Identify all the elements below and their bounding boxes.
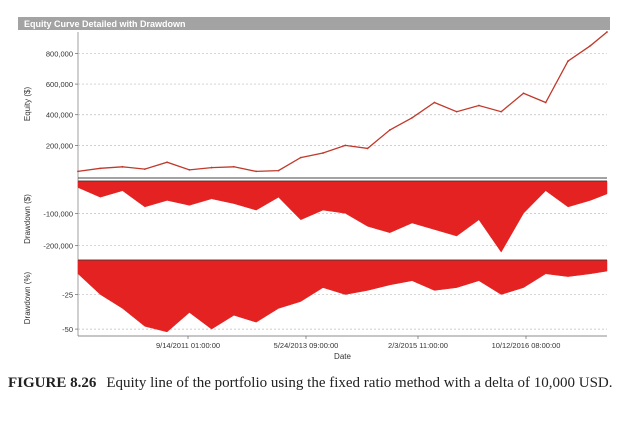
caption-text: Equity line of the portfolio using the f…	[106, 375, 613, 391]
y-tick-label: -100,000	[43, 209, 73, 218]
equity-point	[366, 147, 369, 150]
equity-point	[99, 167, 102, 170]
y-tick-label: 400,000	[46, 111, 73, 120]
equity-point	[344, 144, 347, 147]
figure-label: FIGURE 8.26	[8, 375, 97, 391]
chart-title-bar	[18, 17, 610, 30]
equity-point	[433, 101, 436, 104]
figure-caption: FIGURE 8.26 Equity line of the portfolio …	[8, 373, 618, 394]
equity-point	[589, 44, 592, 47]
equity-point	[388, 129, 391, 131]
x-tick-label: 5/24/2013 09:00:00	[274, 341, 339, 350]
x-axis-label: Date	[334, 352, 351, 361]
equity-point	[500, 110, 503, 113]
equity-point	[544, 101, 547, 104]
equity-point	[455, 110, 458, 113]
y-tick-label: 600,000	[46, 80, 73, 89]
equity-point	[77, 170, 79, 173]
equity-point	[606, 31, 608, 33]
x-tick-label: 10/12/2016 08:00:00	[492, 341, 561, 350]
drawdown-pct-area	[77, 259, 608, 333]
equity-point	[522, 92, 525, 95]
equity-point	[233, 165, 235, 168]
equity-point	[255, 170, 258, 173]
y-tick-label: -50	[62, 325, 73, 334]
equity-drawdown-chart: Equity Curve Detailed with Drawdown 200,0…	[18, 17, 610, 361]
equity-point	[210, 166, 213, 169]
y-axis-label: Drawdown (%)	[23, 271, 32, 324]
equity-point	[322, 152, 324, 154]
equity-point	[299, 156, 302, 159]
equity-point	[411, 116, 414, 119]
chart-title: Equity Curve Detailed with Drawdown	[24, 19, 186, 29]
equity-point	[143, 168, 146, 171]
equity-point	[188, 168, 191, 171]
equity-point	[277, 169, 280, 172]
equity-point	[121, 165, 124, 168]
equity-point	[567, 60, 569, 63]
y-tick-label: -25	[62, 291, 73, 300]
equity-line	[77, 31, 608, 173]
x-tick-label: 9/14/2011 01:00:00	[156, 341, 220, 350]
y-tick-label: 200,000	[46, 141, 73, 150]
drawdown-usd-area	[77, 180, 608, 253]
equity-point	[478, 104, 480, 107]
y-axis-label: Equity ($)	[23, 87, 32, 122]
y-axis-label: Drawdown ($)	[23, 194, 32, 244]
x-tick-label: 2/3/2015 11:00:00	[388, 341, 448, 350]
y-tick-label: -200,000	[43, 242, 73, 251]
y-tick-label: 800,000	[46, 49, 73, 58]
equity-point	[166, 161, 168, 164]
